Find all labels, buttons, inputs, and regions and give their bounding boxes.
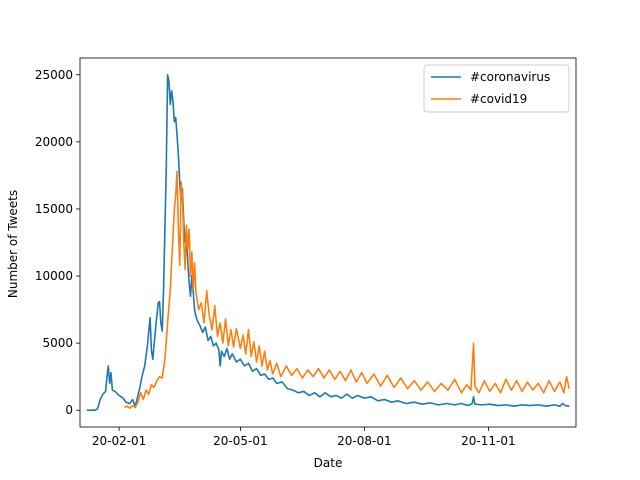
y-tick-label: 25000 — [35, 68, 73, 82]
y-axis-label: Number of Tweets — [6, 190, 20, 298]
y-tick-label: 0 — [65, 403, 73, 417]
legend-label-coronavirus: #coronavirus — [470, 70, 550, 84]
y-tick-label: 10000 — [35, 269, 73, 283]
x-axis-label: Date — [314, 456, 343, 470]
y-tick-label: 20000 — [35, 135, 73, 149]
series-line-coronavirus — [86, 73, 570, 412]
legend-label-covid19: #covid19 — [470, 92, 527, 106]
axes-border — [79, 57, 577, 428]
legend: #coronavirus #covid19 — [423, 64, 570, 113]
x-tick-label: 20-05-01 — [213, 434, 267, 448]
x-axis-ticks: 20-02-01 20-05-01 20-08-01 20-11-01 — [92, 427, 516, 448]
y-tick-label: 5000 — [42, 336, 73, 350]
x-tick-label: 20-02-01 — [92, 434, 146, 448]
y-tick-label: 15000 — [35, 202, 73, 216]
series-line-covid19 — [124, 170, 571, 410]
x-tick-label: 20-11-01 — [461, 434, 515, 448]
x-tick-label: 20-08-01 — [337, 434, 391, 448]
y-axis-ticks: 0 5000 10000 15000 20000 25000 — [35, 68, 80, 417]
axes-frame — [79, 57, 577, 428]
plot-area — [86, 73, 571, 412]
